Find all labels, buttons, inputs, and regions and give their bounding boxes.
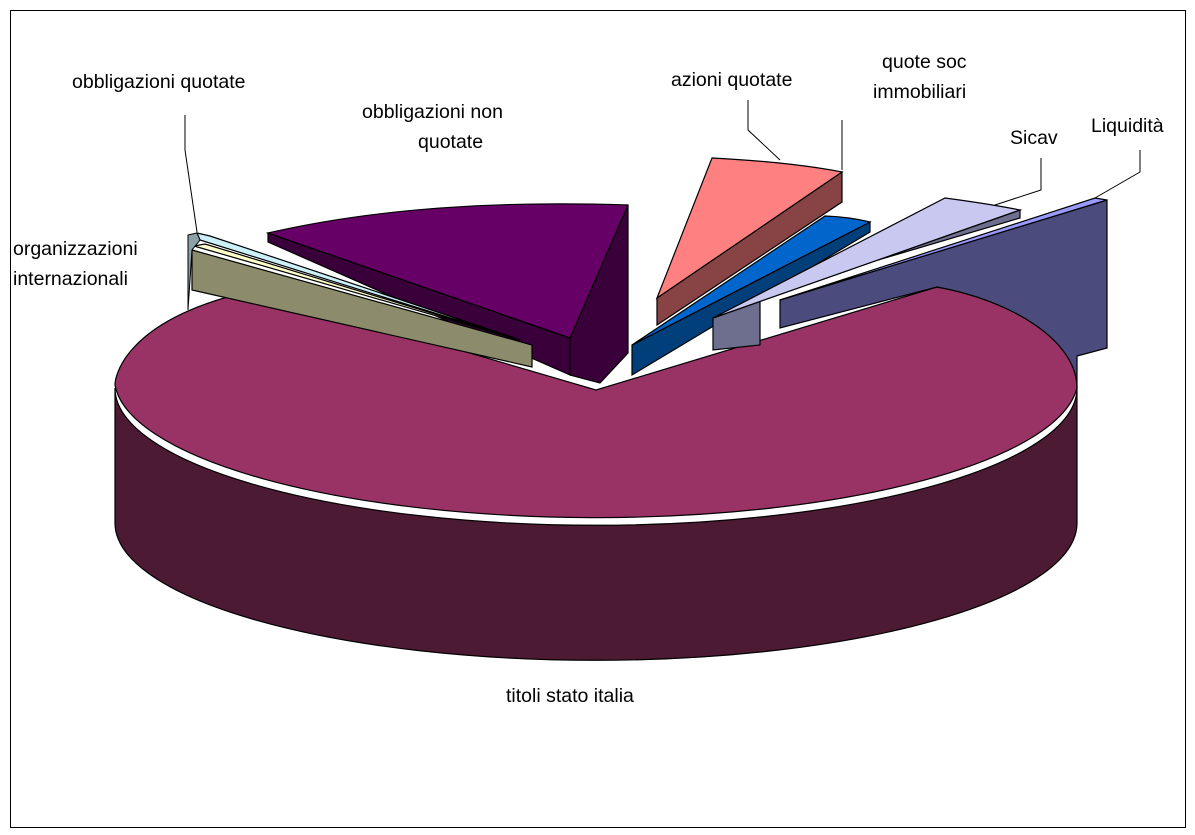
label-obbligazioni-quotate: obbligazioni quotate <box>72 71 245 93</box>
label-azioni-quotate: azioni quotate <box>671 69 792 91</box>
slice-titoli-stato-italia-top <box>114 286 1078 519</box>
slice-titoli-stato-italia-side <box>114 387 1078 661</box>
label-obbligazioni-non-quotate: obbligazioni non quotate <box>362 101 503 153</box>
leader-liquidita <box>1094 150 1141 199</box>
slice-organizzazioni-internazionali <box>193 243 521 341</box>
slice-titoli-stato-italia <box>114 286 1078 661</box>
slice-small-left-group <box>187 232 533 368</box>
leader-azioni-quotate <box>747 100 781 161</box>
label-liquidita: Liquidità <box>1091 115 1164 137</box>
label-organizzazioni-internazionali: organizzazioni internazionali <box>13 238 138 290</box>
slice-liquidita <box>779 197 1108 389</box>
slice-obbligazioni-non-quotate-top <box>265 203 629 339</box>
slice-labels: obbligazioni quotate obbligazioni non quo… <box>13 51 1164 707</box>
label-titoli-stato-italia: titoli stato italia <box>506 685 634 707</box>
leader-lines <box>184 100 1141 233</box>
slice-quote-soc-immobiliari-top <box>631 215 872 346</box>
slice-left-side-gray <box>187 232 201 311</box>
leader-sicav <box>994 158 1042 206</box>
label-sicav: Sicav <box>1010 127 1058 149</box>
slice-sicav-top <box>712 197 1023 319</box>
label-quote-soc-immobiliari: quote soc immobiliari <box>873 51 967 103</box>
slice-sicav <box>712 197 1023 351</box>
slice-olive-top <box>191 249 533 368</box>
leader-obbligazioni-quotate <box>184 115 198 233</box>
slice-liquidita-top <box>779 197 1108 301</box>
slice-liquidita-side <box>779 199 1108 389</box>
slice-azioni-quotate-top <box>655 157 844 300</box>
slice-azioni-quotate <box>655 157 844 327</box>
